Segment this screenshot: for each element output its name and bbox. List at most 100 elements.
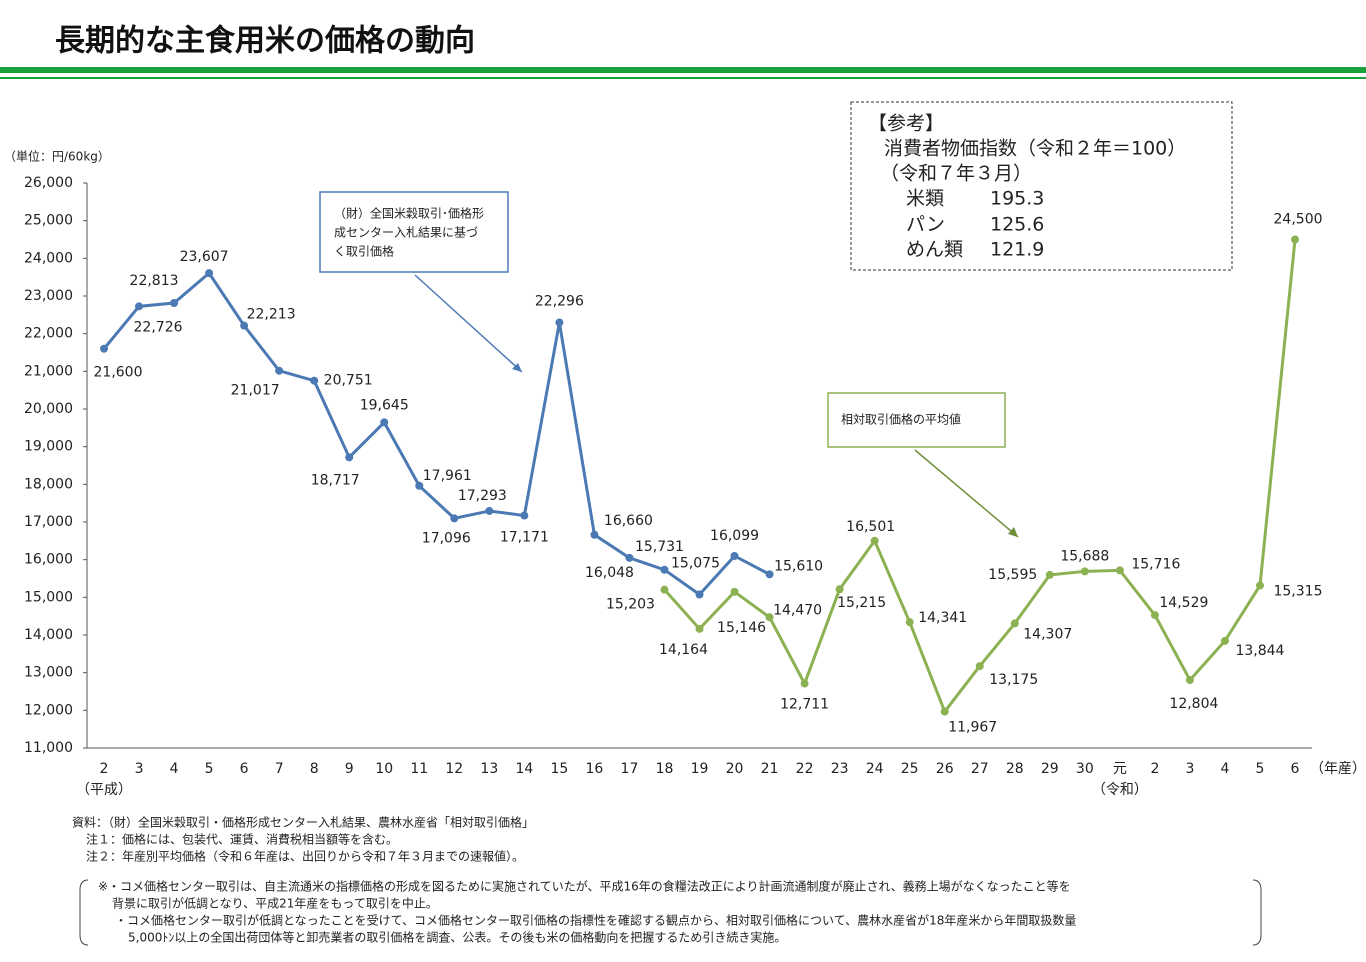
data-label: 21,017 xyxy=(231,383,280,399)
data-point xyxy=(1255,581,1264,590)
data-label: 12,711 xyxy=(780,697,829,713)
x-tick-label: 24 xyxy=(866,761,884,777)
x-tick-label: 2 xyxy=(1150,761,1159,777)
x-tick-label: 18 xyxy=(656,761,674,777)
note: 注２：年産別平均価格（令和６年産は、出回りから令和７年３月までの速報値）。 xyxy=(86,849,524,864)
arrow-head xyxy=(1008,527,1018,537)
data-point xyxy=(625,553,634,562)
data-label: 18,717 xyxy=(311,472,360,488)
x-tick-label: 30 xyxy=(1076,761,1094,777)
data-label: 15,315 xyxy=(1273,583,1322,599)
y-tick-label: 15,000 xyxy=(24,589,73,605)
data-label: 14,307 xyxy=(1023,626,1072,642)
data-point xyxy=(800,679,809,688)
data-point xyxy=(1010,619,1019,628)
data-point xyxy=(660,565,669,574)
data-point xyxy=(765,570,774,579)
reference-value: 125.6 xyxy=(990,214,1044,236)
data-point xyxy=(730,587,739,596)
x-tick-label: 27 xyxy=(971,761,989,777)
data-label: 17,293 xyxy=(458,488,507,504)
remark: 背景に取引が低調となり、平成21年産をもって取引を中止。 xyxy=(112,896,438,911)
data-point xyxy=(275,366,284,375)
data-point xyxy=(695,624,704,633)
data-label: 15,215 xyxy=(837,595,886,611)
data-label: 15,203 xyxy=(606,597,655,613)
y-tick-label: 12,000 xyxy=(24,702,73,718)
y-tick-label: 20,000 xyxy=(24,401,73,417)
y-tick-label: 17,000 xyxy=(24,514,73,530)
header-rule xyxy=(0,67,1366,73)
data-point xyxy=(975,662,984,671)
data-label: 15,688 xyxy=(1060,548,1109,564)
data-label: 23,607 xyxy=(180,249,229,265)
x-tick-label: 20 xyxy=(726,761,744,777)
x-tick-label: 12 xyxy=(445,761,463,777)
x-tick-label: 4 xyxy=(1220,761,1229,777)
data-label: 15,610 xyxy=(774,558,823,574)
data-point xyxy=(135,302,144,311)
data-label: 22,296 xyxy=(535,294,584,310)
y-tick-label: 26,000 xyxy=(24,175,73,191)
data-point xyxy=(100,344,108,353)
reference-line: 消費者物価指数（令和２年＝100） xyxy=(884,138,1186,160)
data-point xyxy=(870,536,879,545)
x-tick-label: 11 xyxy=(410,761,428,777)
y-tick-label: 24,000 xyxy=(24,250,73,266)
data-label: 16,048 xyxy=(585,565,634,581)
x-tick-label: 15 xyxy=(550,761,568,777)
y-tick-label: 14,000 xyxy=(24,627,73,643)
y-tick-label: 19,000 xyxy=(24,439,73,455)
remark: ※・コメ価格センター取引は、自主流通米の指標価格の形成を図るために実施されていた… xyxy=(98,879,1071,894)
bracket xyxy=(79,879,89,946)
data-label: 14,164 xyxy=(659,642,708,658)
data-point xyxy=(380,418,389,427)
x-tick-label: 13 xyxy=(480,761,498,777)
x-tick-label: 3 xyxy=(135,761,144,777)
data-label: 12,804 xyxy=(1169,696,1218,712)
legend-label: （財）全国米穀取引･価格形 xyxy=(334,206,484,221)
y-tick-label: 25,000 xyxy=(24,213,73,229)
data-label: 13,175 xyxy=(989,672,1038,688)
x-tick-label: 19 xyxy=(691,761,709,777)
legend-label: 成センター入札結果に基づ xyxy=(334,226,478,240)
note: 資料：（財）全国米穀取引・価格形成センター入札結果、農林水産省「相対取引価格」 xyxy=(72,815,534,830)
remark: 5,000ﾄﾝ以上の全国出荷団体等と卸売業者の取引価格を調査、公表。その後も米の… xyxy=(128,930,786,945)
bracket xyxy=(1252,879,1262,946)
x-tick-label: 9 xyxy=(345,761,354,777)
data-label: 16,099 xyxy=(710,528,759,544)
y-tick-label: 11,000 xyxy=(24,740,73,756)
era-label: （平成） xyxy=(76,782,132,798)
x-tick-label: 3 xyxy=(1185,761,1194,777)
data-label: 17,961 xyxy=(423,468,472,484)
data-point xyxy=(555,318,564,327)
data-point xyxy=(240,321,249,330)
x-tick-label: 8 xyxy=(310,761,319,777)
data-label: 17,171 xyxy=(500,530,549,546)
y-tick-label: 22,000 xyxy=(24,326,73,342)
data-label: 15,595 xyxy=(988,567,1037,583)
y-axis-label: （単位：円/60kg） xyxy=(4,149,110,164)
data-point xyxy=(1045,570,1054,579)
data-point xyxy=(1080,567,1089,576)
x-tick-label: 29 xyxy=(1041,761,1059,777)
x-tick-label: 22 xyxy=(796,761,814,777)
x-tick-label: 17 xyxy=(621,761,639,777)
data-label: 14,341 xyxy=(918,610,967,626)
data-point xyxy=(1220,636,1229,645)
y-tick-label: 16,000 xyxy=(24,552,73,568)
data-point xyxy=(170,299,179,308)
x-tick-label: 21 xyxy=(761,761,779,777)
note: 注１：価格には、包装代、運賃、消費税相当額等を含む。 xyxy=(86,832,398,847)
y-tick-label: 21,000 xyxy=(24,363,73,379)
legend-label: く取引価格 xyxy=(334,244,394,259)
data-label: 22,726 xyxy=(134,319,183,335)
data-label: 19,645 xyxy=(360,397,409,413)
x-tick-label: 7 xyxy=(275,761,284,777)
data-label: 15,731 xyxy=(635,539,684,555)
data-label: 16,660 xyxy=(604,513,653,529)
x-tick-label: 5 xyxy=(205,761,214,777)
x-tick-label: 25 xyxy=(901,761,919,777)
header-rule xyxy=(0,77,1366,79)
